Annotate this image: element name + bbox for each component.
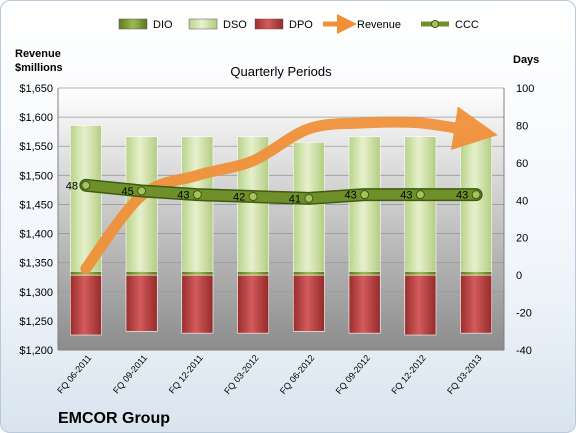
ccc-data-label: 45 — [122, 186, 134, 198]
chart-title: Quarterly Periods — [230, 64, 332, 79]
ccc-point — [360, 190, 370, 200]
x-tick-label: FQ 09-2011 — [111, 353, 149, 396]
ccc-data-label: 43 — [456, 190, 468, 202]
y-left-tick-label: $1,250 — [19, 316, 53, 328]
y-right-tick-label: 20 — [516, 233, 528, 245]
dso-bar — [292, 141, 325, 272]
y-left-tick-label: $1,650 — [19, 83, 53, 95]
dio-bar — [181, 271, 214, 276]
y-left-tick-label: $1,300 — [19, 287, 53, 299]
bars — [69, 125, 493, 336]
ccc-data-label: 43 — [345, 190, 357, 202]
dpo-bar — [237, 274, 270, 334]
y-right-axis-title: Days — [513, 54, 539, 66]
y-left-axis-title-line1: Revenue — [15, 48, 61, 60]
x-tick-label: FQ 06-2011 — [55, 353, 93, 396]
y-left-tick-label: $1,600 — [19, 112, 53, 124]
y-left-axis-title-line2: $millions — [15, 62, 63, 74]
y-right-tick-label: 100 — [516, 83, 534, 95]
y-left-tick-label: $1,400 — [19, 229, 53, 241]
y-left-tick-label: $1,450 — [19, 199, 53, 211]
dpo-bar — [181, 274, 214, 334]
company-name: EMCOR Group — [58, 410, 170, 427]
dio-bar — [125, 271, 158, 276]
ccc-data-label: 42 — [233, 192, 245, 204]
ccc-point — [248, 192, 258, 202]
dio-bar — [348, 271, 381, 276]
dso-legend-label: DSO — [223, 19, 247, 31]
dio-legend-swatch — [118, 18, 148, 30]
dpo-bar — [125, 274, 158, 332]
dio-bar — [460, 271, 493, 276]
x-tick-label: FQ 03-2013 — [445, 353, 484, 396]
y-left-tick-label: $1,500 — [19, 170, 53, 182]
x-tick-label: FQ 12-2011 — [167, 353, 205, 396]
ccc-data-label: 43 — [400, 190, 412, 202]
ccc-legend-marker — [431, 20, 439, 28]
y-left-tick-label: $1,550 — [19, 141, 53, 153]
y-right-tick-label: 0 — [516, 270, 522, 282]
ccc-point — [81, 180, 91, 190]
dso-bar — [348, 136, 381, 272]
dpo-legend-label: DPO — [289, 19, 313, 31]
ccc-point — [192, 190, 202, 200]
dio-bar — [292, 271, 325, 276]
ccc-point — [137, 186, 147, 196]
dpo-bar — [69, 274, 102, 336]
dpo-bar — [292, 274, 325, 332]
ccc-data-label: 48 — [66, 180, 78, 192]
ccc-line — [80, 180, 482, 204]
ccc-point — [415, 190, 425, 200]
y-right-tick-label: 80 — [516, 120, 528, 132]
dpo-bar — [348, 274, 381, 334]
ccc-data-label: 41 — [289, 193, 301, 205]
dio-bar — [404, 271, 437, 276]
dso-legend-swatch — [188, 18, 218, 30]
y-left-tick-label: $1,200 — [19, 345, 53, 357]
dpo-bar — [404, 274, 437, 336]
y-right-tick-label: -20 — [516, 308, 532, 320]
x-tick-label: FQ 12-2012 — [389, 353, 428, 396]
dso-bar — [181, 136, 214, 272]
x-tick-label: FQ 03-2012 — [222, 353, 261, 396]
x-tick-label: FQ 09-2012 — [334, 353, 373, 396]
dpo-bar — [460, 274, 493, 334]
x-tick-label: FQ 06-2012 — [278, 353, 317, 396]
revenue-legend-label: Revenue — [357, 19, 401, 31]
ccc-point — [304, 193, 314, 203]
dso-bar — [404, 136, 437, 272]
ccc-point — [471, 190, 481, 200]
y-right-tick-label: -40 — [516, 345, 532, 357]
dpo-legend-swatch — [254, 18, 284, 30]
ccc-data-label: 43 — [177, 190, 189, 202]
y-right-tick-label: 40 — [516, 195, 528, 207]
y-right-tick-label: 60 — [516, 158, 528, 170]
dio-bar — [237, 271, 270, 276]
y-left-tick-label: $1,350 — [19, 258, 53, 270]
dio-legend-label: DIO — [153, 19, 173, 31]
ccc-legend-label: CCC — [455, 19, 479, 31]
dso-bar — [460, 136, 493, 272]
series-lines: 48 45 43 42 41 43 43 43 — [66, 106, 498, 274]
legend: DIO DSO DPO Revenue CCC — [118, 14, 479, 34]
